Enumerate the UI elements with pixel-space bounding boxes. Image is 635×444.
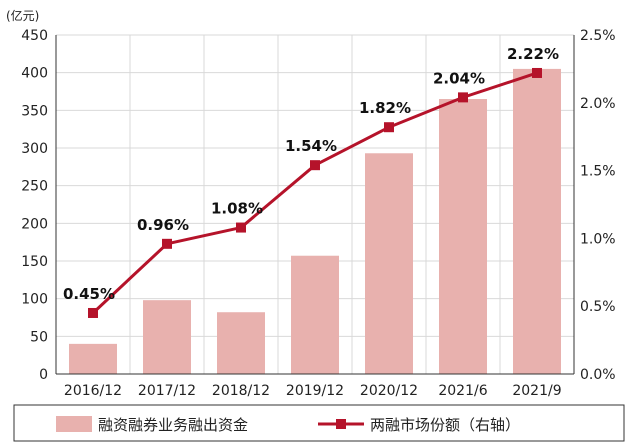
x-tick-label: 2019/12 [286,383,344,399]
data-label: 0.45% [63,285,115,303]
y2-tick-label: 2.0% [580,96,616,112]
data-label: 2.22% [507,45,559,63]
y-tick-label: 250 [21,179,48,195]
line-point [532,67,542,78]
y-tick-label: 400 [21,66,48,82]
x-tick-label: 2021/9 [512,383,561,399]
x-tick-label: 2016/12 [64,383,122,399]
legend: 融资融券业务融出资金 两融市场份额（右轴） [13,404,625,442]
y-tick-label: 300 [21,141,48,157]
y-tick-label: 50 [30,329,48,345]
y-tick-label: 100 [21,292,48,308]
line-point [88,307,98,318]
y2-tick-label: 0.5% [580,299,616,315]
y-tick-label: 200 [21,216,48,232]
bar [143,300,191,374]
bar [513,68,561,375]
y-axis-unit: (亿元) [6,8,39,23]
bar-series [69,68,561,375]
y-tick-label: 450 [21,28,48,44]
line-point [458,92,468,103]
y-tick-label: 150 [21,254,48,270]
legend-bar-swatch [56,416,92,432]
x-tick-label: 2018/12 [212,383,270,399]
y2-tick-label: 2.5% [580,28,616,44]
line-point [310,160,320,171]
legend-frame [13,404,625,442]
bar [365,153,413,374]
y-tick-label: 0 [39,367,48,383]
y2-axis-ticks: 0.0% 0.5% 1.0% 1.5% 2.0% 2.5% [580,28,616,383]
x-tick-label: 2021/6 [438,383,487,399]
legend-line-label: 两融市场份额（右轴） [370,416,520,434]
x-tick-label: 2020/12 [360,383,418,399]
bar [439,99,487,375]
line-series [88,67,542,318]
data-label: 1.82% [359,99,411,117]
line-point [162,238,172,249]
legend-line-marker [336,419,346,429]
data-labels: 0.45% 0.96% 1.08% 1.54% 1.82% 2.04% 2.22% [63,45,559,303]
y2-tick-label: 0.0% [580,367,616,383]
data-label: 1.54% [285,137,337,155]
y2-tick-label: 1.0% [580,231,616,247]
y2-tick-label: 1.5% [580,164,616,180]
data-label: 1.08% [211,200,263,218]
x-tick-label: 2017/12 [138,383,196,399]
data-label: 2.04% [433,69,485,87]
bar [69,343,117,374]
data-label: 0.96% [137,216,189,234]
y-tick-label: 350 [21,103,48,119]
line-point [384,122,394,133]
legend-bar-label: 融资融券业务融出资金 [98,416,248,434]
x-axis-ticks: 2016/12 2017/12 2018/12 2019/12 2020/12 2021/… [64,383,562,399]
bar [291,255,339,374]
y-axis-ticks: 0 50 100 150 200 250 300 350 400 450 [21,28,48,383]
axes [55,35,575,375]
bar [217,312,265,374]
line-point [236,222,246,233]
